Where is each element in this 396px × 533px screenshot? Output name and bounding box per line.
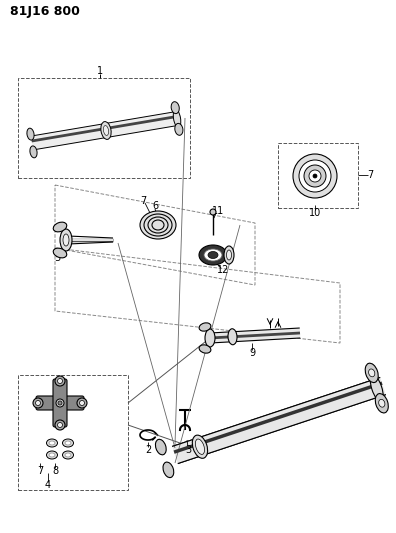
Polygon shape [210,328,300,343]
Text: 7: 7 [367,170,373,180]
Ellipse shape [140,211,176,239]
Ellipse shape [369,369,375,377]
Ellipse shape [228,329,237,345]
Text: 7: 7 [140,196,146,206]
Ellipse shape [199,345,211,353]
Text: 5: 5 [54,253,60,263]
Text: 12: 12 [217,265,229,275]
Ellipse shape [55,376,65,386]
Ellipse shape [103,126,109,135]
Bar [278,143,358,208]
Ellipse shape [163,462,174,478]
Ellipse shape [60,229,72,251]
Ellipse shape [56,399,64,407]
Ellipse shape [46,439,57,447]
Ellipse shape [58,401,62,405]
Ellipse shape [49,453,55,457]
Ellipse shape [205,329,215,347]
Ellipse shape [375,393,388,413]
Ellipse shape [27,128,34,140]
Ellipse shape [33,398,43,408]
Polygon shape [172,377,386,464]
Polygon shape [31,111,181,150]
Ellipse shape [199,245,227,265]
Ellipse shape [199,323,211,331]
Text: 3: 3 [185,445,191,455]
Ellipse shape [370,375,383,401]
Ellipse shape [65,441,71,445]
Ellipse shape [57,423,63,427]
FancyBboxPatch shape [53,379,67,427]
Text: 11: 11 [212,206,224,216]
Ellipse shape [227,250,232,260]
Text: 1: 1 [97,66,103,76]
Text: 4: 4 [45,480,51,490]
Ellipse shape [195,439,204,455]
Text: 2: 2 [145,445,151,455]
Ellipse shape [63,439,74,447]
Ellipse shape [192,435,208,458]
Ellipse shape [171,102,179,114]
Ellipse shape [313,174,317,178]
Ellipse shape [293,154,337,198]
Ellipse shape [30,146,37,158]
Text: 7: 7 [37,466,43,476]
Ellipse shape [204,249,222,261]
Ellipse shape [55,420,65,430]
Ellipse shape [53,248,67,258]
Ellipse shape [224,246,234,264]
Text: 9: 9 [249,348,255,358]
Bar [18,375,128,490]
Ellipse shape [210,209,216,215]
Text: 6: 6 [152,201,158,211]
Ellipse shape [46,451,57,459]
Ellipse shape [36,400,40,406]
Ellipse shape [65,453,71,457]
FancyBboxPatch shape [36,396,84,410]
Ellipse shape [49,441,55,445]
Ellipse shape [57,378,63,384]
Text: 81J16 800: 81J16 800 [10,5,80,19]
Ellipse shape [101,122,111,140]
Ellipse shape [63,234,69,246]
Ellipse shape [304,165,326,187]
Ellipse shape [173,110,181,127]
Ellipse shape [77,398,87,408]
Ellipse shape [379,399,385,407]
Ellipse shape [63,451,74,459]
Ellipse shape [80,400,84,406]
Ellipse shape [156,439,166,455]
Text: 10: 10 [309,208,321,218]
Ellipse shape [175,124,183,135]
Ellipse shape [365,363,378,383]
Ellipse shape [309,170,321,182]
Text: 8: 8 [52,466,58,476]
Ellipse shape [53,222,67,232]
Bar [18,78,190,178]
Ellipse shape [299,160,331,192]
Ellipse shape [208,252,218,259]
